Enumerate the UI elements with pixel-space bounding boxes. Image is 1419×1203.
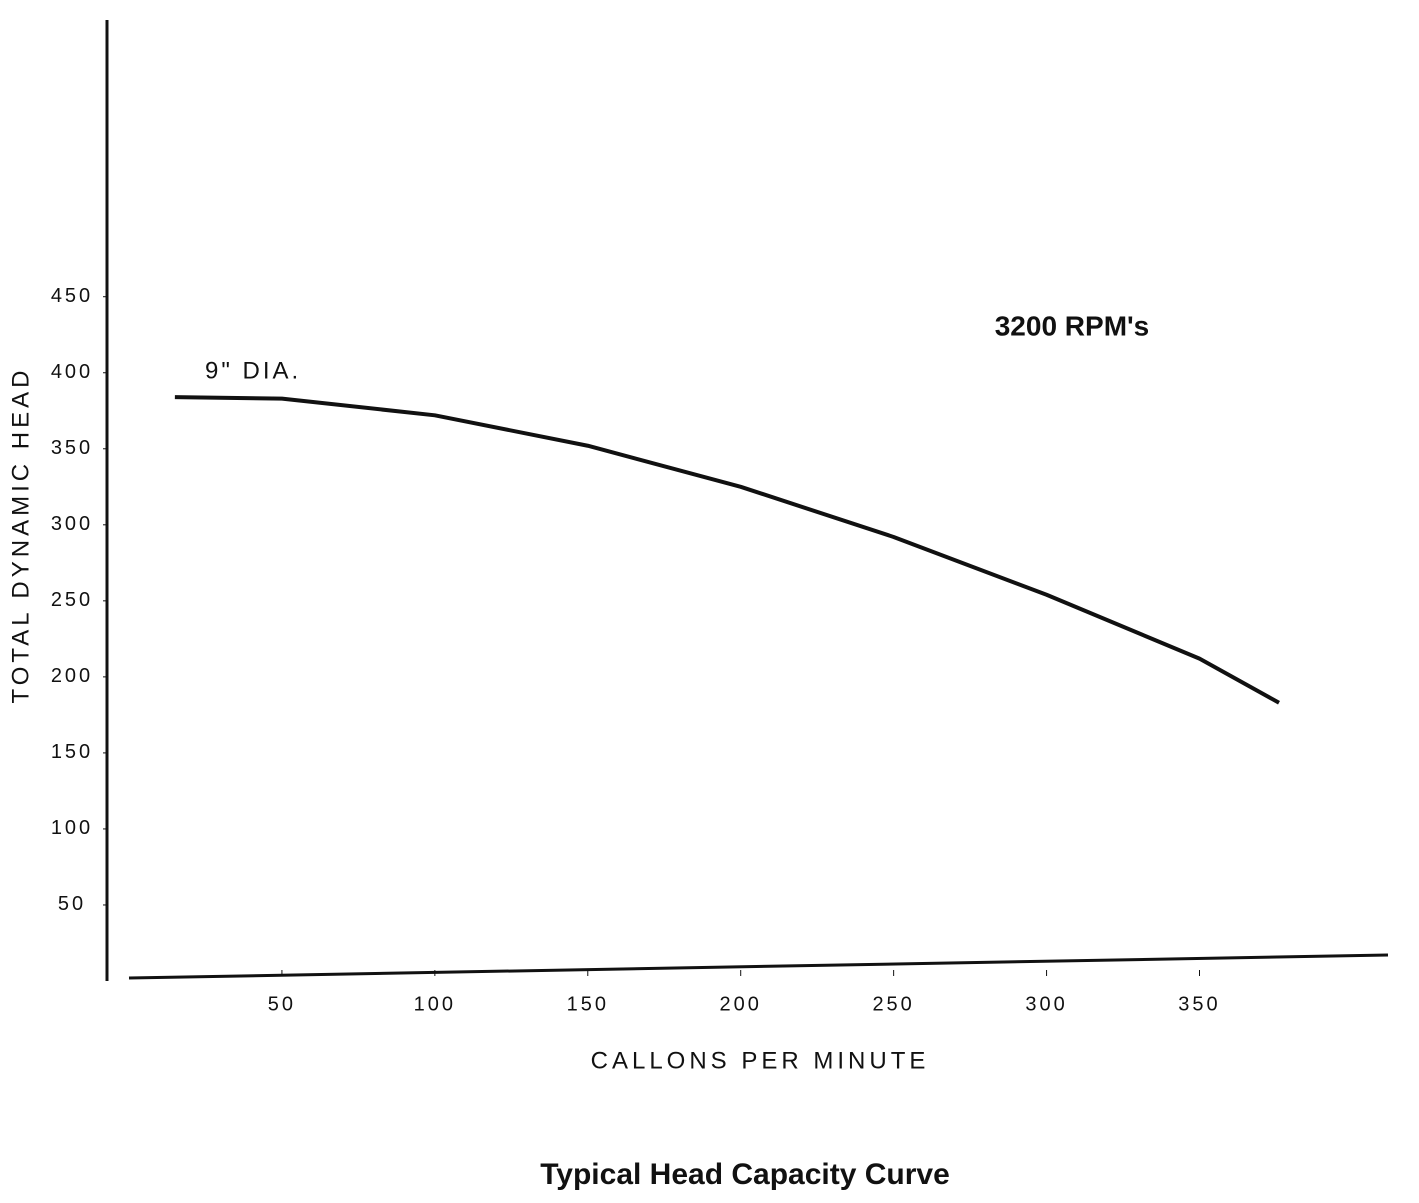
- y-tick-label: 150: [51, 741, 93, 763]
- y-axis-label: TOTAL DYNAMIC HEAD: [7, 367, 34, 704]
- annotation: 3200 RPM's: [995, 310, 1150, 341]
- y-tick-label: 350: [51, 437, 93, 459]
- x-tick-label: 200: [720, 993, 762, 1015]
- x-tick-label: 100: [414, 993, 456, 1015]
- line-series: [174, 395, 1280, 705]
- x-tick-label: 150: [567, 993, 609, 1015]
- x-tick-label: 250: [872, 993, 914, 1015]
- x-tick-label: 350: [1178, 993, 1220, 1015]
- x-axis: [128, 953, 1389, 980]
- y-tick-label: 100: [51, 817, 93, 839]
- x-tick-label: 300: [1025, 993, 1067, 1015]
- x-axis-label: CALLONS PER MINUTE: [591, 1047, 930, 1074]
- x-tick-label: 50: [268, 993, 296, 1015]
- y-tick-label: 50: [58, 893, 86, 915]
- series-label: 9" DIA.: [205, 357, 301, 384]
- y-tick-label: 300: [51, 513, 93, 535]
- y-tick-label: 450: [51, 285, 93, 307]
- y-tick-label: 250: [51, 589, 93, 611]
- y-tick-label: 200: [51, 665, 93, 687]
- y-tick-label: 400: [51, 361, 93, 383]
- chart-title: Typical Head Capacity Curve: [540, 1158, 950, 1191]
